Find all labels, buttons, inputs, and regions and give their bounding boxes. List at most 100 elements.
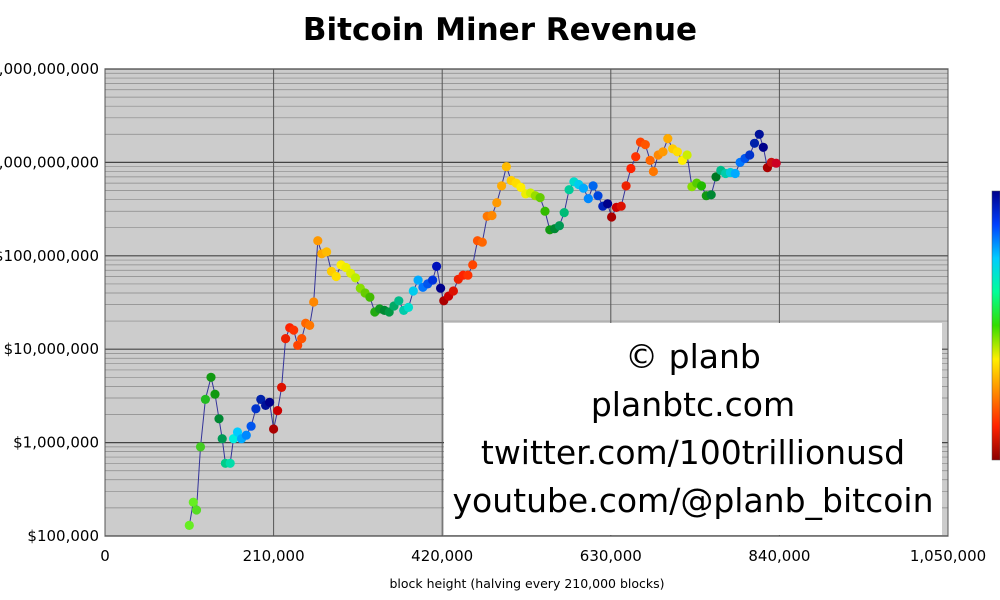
chart-title: Bitcoin Miner Revenue — [303, 12, 697, 48]
data-point — [607, 212, 617, 222]
credit-website: planbtc.com — [590, 385, 796, 424]
data-point — [281, 334, 291, 344]
data-point — [191, 505, 202, 515]
data-point — [188, 497, 198, 507]
data-point — [217, 434, 227, 444]
data-point — [535, 193, 545, 203]
data-point — [516, 182, 526, 192]
data-point — [251, 404, 261, 414]
data-point — [228, 434, 239, 444]
x-tick-label: 840,000 — [748, 547, 810, 565]
data-point — [616, 201, 626, 211]
data-point — [365, 292, 375, 302]
x-axis-ticks: 0 210,000 420,000 630,000 840,000 1,050,000 — [100, 547, 986, 565]
data-point — [621, 181, 631, 191]
data-point — [265, 397, 275, 407]
data-point — [749, 138, 760, 148]
y-axis-ticks: $100,000 $1,000,000 $10,000,000 $100,000,00… — [0, 60, 99, 545]
data-point — [394, 296, 404, 306]
data-point — [501, 162, 511, 172]
credit-box: © planb planbtc.com twitter.com/100trill… — [444, 323, 942, 535]
x-tick-label: 420,000 — [411, 547, 473, 565]
data-point — [696, 181, 707, 191]
data-point — [745, 150, 755, 160]
data-point — [210, 389, 220, 399]
data-point — [246, 421, 256, 431]
data-point — [313, 236, 323, 246]
colorbar-legend — [991, 190, 1000, 461]
data-point — [184, 520, 194, 531]
data-point — [436, 283, 446, 293]
data-point — [771, 158, 781, 168]
data-point — [477, 237, 487, 247]
data-point — [645, 155, 655, 165]
data-point — [631, 152, 641, 162]
data-point — [273, 406, 283, 416]
x-tick-label: 630,000 — [580, 547, 642, 565]
data-point — [413, 275, 423, 285]
data-point — [588, 181, 598, 191]
data-point — [448, 286, 458, 296]
data-point — [540, 206, 550, 216]
data-point — [309, 297, 319, 307]
y-tick-label: $10,000,000 — [4, 340, 99, 358]
data-point — [293, 340, 303, 350]
data-point — [289, 325, 299, 335]
data-point — [200, 394, 210, 404]
data-point — [663, 134, 673, 144]
credit-copyright: © planb — [625, 337, 761, 376]
data-point — [706, 190, 716, 200]
data-point — [350, 273, 361, 283]
data-point — [305, 320, 315, 330]
data-point — [758, 142, 768, 152]
data-point — [711, 172, 721, 182]
data-point — [428, 275, 438, 285]
y-tick-label: $10,000,000,000 — [0, 60, 99, 78]
data-point — [730, 168, 740, 179]
data-point — [626, 163, 636, 174]
data-point — [468, 260, 478, 270]
y-tick-label: $100,000,000 — [0, 247, 99, 265]
miner-revenue-series — [184, 129, 781, 531]
data-point — [682, 150, 692, 160]
data-point — [487, 210, 497, 221]
x-tick-label: 210,000 — [243, 547, 305, 565]
data-point — [322, 247, 332, 257]
data-point — [241, 430, 251, 440]
credit-youtube: youtube.com/@planb_bitcoin — [452, 481, 934, 520]
data-point — [640, 140, 650, 150]
data-point — [432, 261, 442, 271]
data-point — [564, 185, 574, 195]
x-axis-label: block height (halving every 210,000 bloc… — [389, 576, 664, 591]
data-point — [648, 166, 659, 177]
data-point — [269, 424, 279, 434]
data-point — [403, 302, 414, 312]
x-tick-label: 0 — [100, 547, 110, 565]
data-point — [658, 147, 668, 157]
credit-twitter: twitter.com/100trillionusd — [480, 433, 906, 472]
data-point — [331, 271, 341, 282]
data-point — [277, 382, 287, 392]
data-point — [559, 208, 569, 218]
data-point — [463, 270, 473, 280]
data-point — [578, 183, 589, 193]
data-point — [195, 442, 206, 452]
data-point — [754, 129, 764, 139]
y-tick-label: $1,000,000 — [13, 434, 99, 452]
x-tick-label: 1,050,000 — [910, 547, 986, 565]
data-point — [593, 191, 603, 201]
data-point — [297, 334, 307, 344]
y-tick-label: $100,000 — [27, 527, 99, 545]
data-point — [225, 458, 235, 468]
data-point — [583, 194, 593, 204]
data-point — [214, 414, 224, 424]
data-point — [672, 147, 683, 157]
data-point — [603, 199, 613, 209]
data-point — [497, 181, 507, 191]
data-point — [206, 372, 216, 382]
y-tick-label: $1,000,000,000 — [0, 153, 99, 171]
data-point — [408, 286, 418, 296]
data-point — [232, 427, 243, 437]
data-point — [492, 198, 502, 208]
data-point — [554, 221, 565, 231]
